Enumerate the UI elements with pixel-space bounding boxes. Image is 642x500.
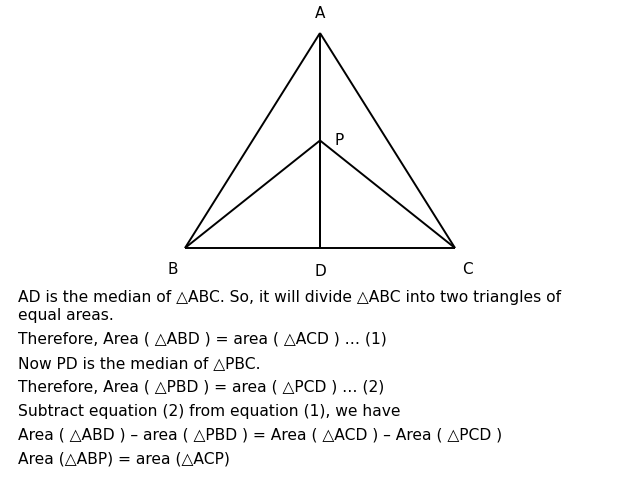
Text: Therefore, Area ( △PBD ) = area ( △PCD ) … (2): Therefore, Area ( △PBD ) = area ( △PCD )… <box>18 380 385 395</box>
Text: Area (△ABP) = area (△ACP): Area (△ABP) = area (△ACP) <box>18 452 230 467</box>
Text: Now PD is the median of △PBC.: Now PD is the median of △PBC. <box>18 356 261 371</box>
Text: equal areas.: equal areas. <box>18 308 114 323</box>
Text: P: P <box>334 133 343 148</box>
Text: AD is the median of △ABC. So, it will divide △ABC into two triangles of: AD is the median of △ABC. So, it will di… <box>18 290 561 305</box>
Text: B: B <box>168 262 178 277</box>
Text: Subtract equation (2) from equation (1), we have: Subtract equation (2) from equation (1),… <box>18 404 401 419</box>
Text: Area ( △ABD ) – area ( △PBD ) = Area ( △ACD ) – Area ( △PCD ): Area ( △ABD ) – area ( △PBD ) = Area ( △… <box>18 428 502 443</box>
Text: C: C <box>462 262 473 277</box>
Text: D: D <box>314 264 326 279</box>
Text: Therefore, Area ( △ABD ) = area ( △ACD ) … (1): Therefore, Area ( △ABD ) = area ( △ACD )… <box>18 332 386 347</box>
Text: A: A <box>315 6 325 21</box>
